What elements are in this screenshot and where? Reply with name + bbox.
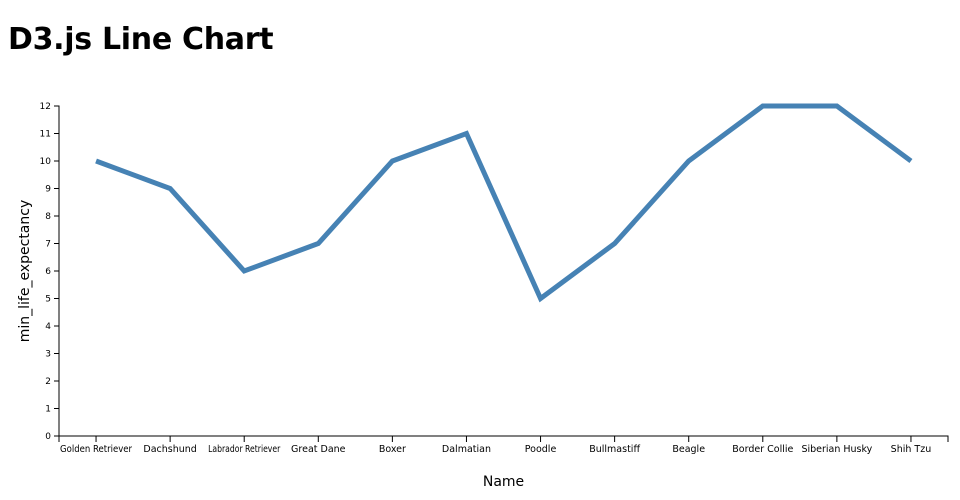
y-tick-label: 4	[45, 322, 51, 332]
x-tick-label: Siberian Husky	[801, 444, 872, 455]
y-tick-label: 8	[45, 212, 51, 222]
x-axis-title: Name	[483, 474, 524, 490]
y-tick-label: 9	[45, 185, 51, 195]
y-tick-label: 10	[40, 157, 52, 167]
x-tick-label: Boxer	[379, 444, 406, 455]
y-tick-label: 11	[40, 130, 51, 140]
y-tick-label: 7	[45, 240, 51, 250]
y-tick-label: 6	[45, 267, 51, 277]
series-line	[95, 103, 913, 303]
x-tick-label: Dachshund	[143, 444, 196, 455]
x-tick-label: Golden Retriever	[60, 444, 132, 455]
y-tick-label: 3	[45, 350, 51, 360]
page-title: D3.js Line Chart	[8, 22, 274, 57]
x-tick-label: Labrador Retriever	[208, 444, 280, 455]
y-tick-label: 5	[45, 295, 51, 305]
x-tick-label: Dalmatian	[442, 444, 491, 455]
x-axis: Golden Retriever Dachshund Labrador Retrie…	[58, 435, 949, 455]
y-tick-label: 0	[45, 432, 51, 442]
x-tick-label: Beagle	[672, 444, 705, 455]
x-tick-label: Great Dane	[291, 444, 346, 455]
y-axis-title: min_life_expectancy	[17, 200, 33, 343]
y-tick-label: 12	[40, 102, 51, 112]
x-tick-label: Border Collie	[732, 444, 793, 455]
y-tick-label: 1	[45, 405, 51, 415]
x-tick-label: Bullmastiff	[589, 444, 640, 455]
x-tick-label: Shih Tzu	[891, 444, 932, 455]
x-tick-label: Poodle	[525, 444, 557, 455]
x-axis-line	[58, 435, 949, 442]
y-tick-label: 2	[45, 377, 51, 387]
